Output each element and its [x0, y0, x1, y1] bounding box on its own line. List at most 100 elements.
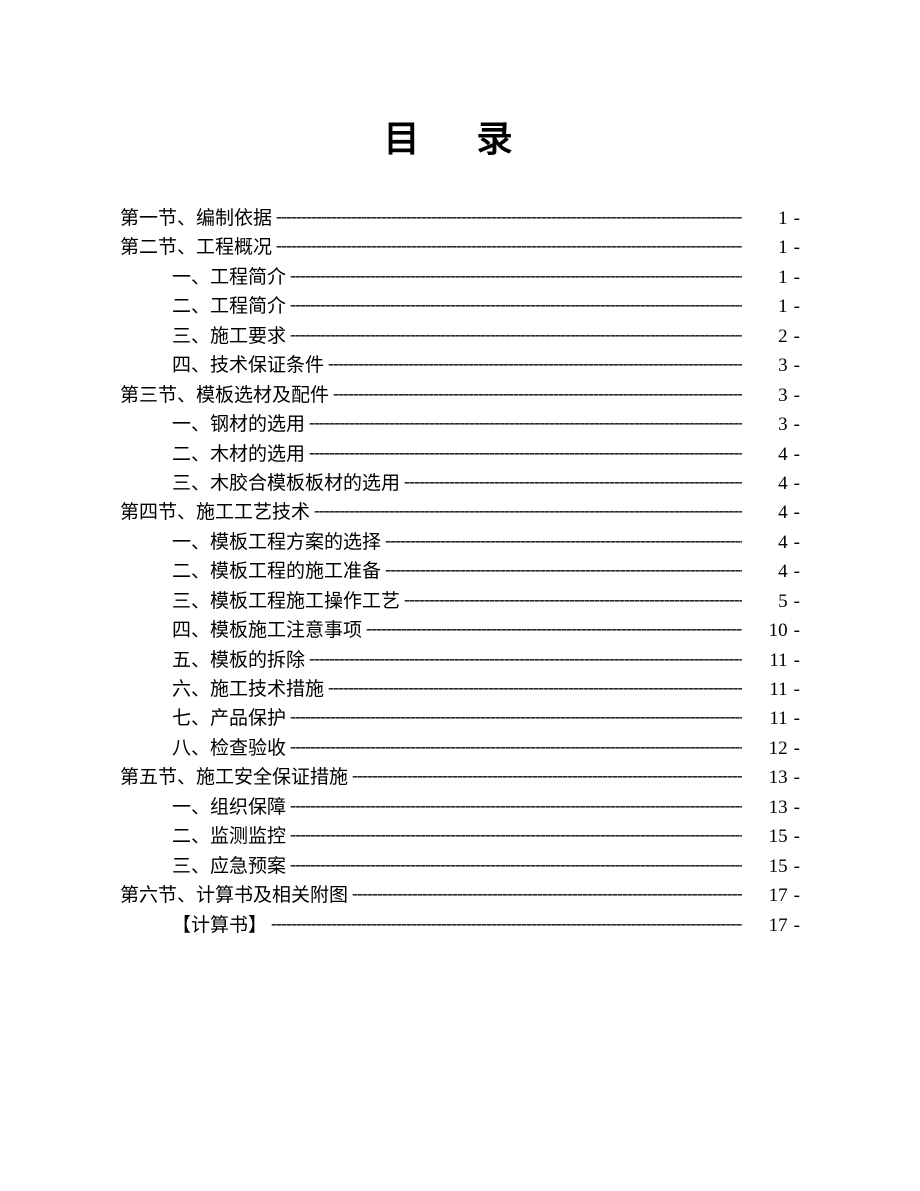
toc-entry-page: 2 [742, 322, 788, 351]
toc-entry: 一、组织保障13- [120, 793, 800, 822]
toc-entry-label: 四、模板施工注意事项 [172, 616, 362, 645]
toc-entry: 三、施工要求 2- [120, 322, 800, 351]
toc-entry-label: 三、模板工程施工操作工艺 [172, 587, 400, 616]
toc-entry-page: 15 [742, 822, 788, 851]
page-title: 目 录 [120, 110, 800, 162]
toc-leader-line [381, 527, 742, 555]
toc-entry-label: 【计算书】 [172, 911, 267, 940]
toc-entry-page: 3 [742, 381, 788, 410]
toc-page-suffix: - [788, 292, 800, 321]
toc-page-suffix: - [788, 351, 800, 380]
toc-entry: 第六节、计算书及相关附图17- [120, 881, 800, 910]
toc-entry: 【计算书】 17- [120, 911, 800, 940]
toc-page-suffix: - [788, 763, 800, 792]
toc-leader-line [305, 645, 742, 673]
toc-leader-line [272, 232, 742, 260]
toc-leader-line [400, 586, 742, 614]
toc-page-suffix: - [788, 469, 800, 498]
toc-entry: 一、模板工程方案的选择 4- [120, 528, 800, 557]
toc-entry-page: 17 [742, 881, 788, 910]
toc-entry-label: 一、组织保障 [172, 793, 286, 822]
toc-leader-line [286, 851, 742, 879]
toc-page-suffix: - [788, 557, 800, 586]
toc-entry-label: 一、钢材的选用 [172, 410, 305, 439]
toc-leader-line [324, 674, 742, 702]
toc-entry-page: 4 [742, 528, 788, 557]
toc-page-suffix: - [788, 587, 800, 616]
toc-page-suffix: - [788, 822, 800, 851]
toc-entry-label: 第三节、模板选材及配件 [120, 381, 329, 410]
toc-entry-page: 17 [742, 911, 788, 940]
toc-entry: 二、木材的选用 4- [120, 440, 800, 469]
toc-leader-line [348, 880, 742, 908]
toc-entry-page: 13 [742, 763, 788, 792]
toc-leader-line [329, 380, 742, 408]
toc-entry-page: 4 [742, 440, 788, 469]
toc-leader-line [286, 262, 742, 290]
toc-entry-page: 3 [742, 410, 788, 439]
toc-entry: 二、监测监控 15- [120, 822, 800, 851]
table-of-contents: 第一节、编制依据1-第二节、工程概况1-一、工程简介1-二、工程简介1-三、施工… [120, 204, 800, 940]
toc-page-suffix: - [788, 440, 800, 469]
toc-leader-line [400, 468, 742, 496]
toc-entry-label: 第六节、计算书及相关附图 [120, 881, 348, 910]
toc-entry-page: 11 [742, 675, 788, 704]
toc-entry: 第一节、编制依据1- [120, 204, 800, 233]
toc-leader-line [286, 821, 742, 849]
toc-leader-line [286, 703, 742, 731]
toc-entry-label: 二、监测监控 [172, 822, 286, 851]
toc-entry-page: 10 [742, 616, 788, 645]
toc-page-suffix: - [788, 616, 800, 645]
toc-entry: 四、模板施工注意事项 10- [120, 616, 800, 645]
toc-entry-label: 二、工程简介 [172, 292, 286, 321]
toc-entry-label: 二、木材的选用 [172, 440, 305, 469]
toc-page-suffix: - [788, 204, 800, 233]
toc-entry-label: 第四节、施工工艺技术 [120, 498, 310, 527]
toc-entry-label: 三、木胶合模板板材的选用 [172, 469, 400, 498]
toc-entry-label: 六、施工技术措施 [172, 675, 324, 704]
toc-page-suffix: - [788, 675, 800, 704]
toc-entry-page: 1 [742, 263, 788, 292]
toc-leader-line [324, 350, 742, 378]
toc-page-suffix: - [788, 233, 800, 262]
toc-leader-line [310, 497, 742, 525]
toc-page-suffix: - [788, 528, 800, 557]
toc-leader-line [362, 615, 742, 643]
toc-entry-label: 一、模板工程方案的选择 [172, 528, 381, 557]
toc-page-suffix: - [788, 704, 800, 733]
toc-entry-label: 五、模板的拆除 [172, 646, 305, 675]
toc-entry-label: 二、模板工程的施工准备 [172, 557, 381, 586]
toc-entry-page: 3 [742, 351, 788, 380]
toc-entry-page: 11 [742, 646, 788, 675]
toc-entry: 四、技术保证条件 3- [120, 351, 800, 380]
toc-entry-page: 1 [742, 204, 788, 233]
toc-entry-label: 七、产品保护 [172, 704, 286, 733]
toc-entry-page: 4 [742, 557, 788, 586]
toc-entry-page: 1 [742, 233, 788, 262]
toc-leader-line [286, 291, 742, 319]
toc-entry-label: 三、应急预案 [172, 852, 286, 881]
toc-page-suffix: - [788, 322, 800, 351]
toc-entry: 一、钢材的选用3- [120, 410, 800, 439]
toc-entry: 第三节、模板选材及配件 3- [120, 381, 800, 410]
toc-entry-page: 13 [742, 793, 788, 822]
toc-leader-line [305, 439, 742, 467]
toc-entry: 七、产品保护 11- [120, 704, 800, 733]
toc-entry-label: 三、施工要求 [172, 322, 286, 351]
toc-entry-label: 第五节、施工安全保证措施 [120, 763, 348, 792]
toc-page-suffix: - [788, 381, 800, 410]
toc-entry: 一、工程简介1- [120, 263, 800, 292]
toc-page-suffix: - [788, 263, 800, 292]
toc-entry: 第五节、施工安全保证措施 13- [120, 763, 800, 792]
toc-leader-line [286, 733, 742, 761]
toc-leader-line [267, 910, 742, 938]
toc-page-suffix: - [788, 498, 800, 527]
toc-entry: 三、木胶合模板板材的选用4- [120, 469, 800, 498]
toc-leader-line [348, 762, 742, 790]
toc-entry-page: 1 [742, 292, 788, 321]
toc-entry-label: 第二节、工程概况 [120, 233, 272, 262]
toc-entry-label: 四、技术保证条件 [172, 351, 324, 380]
toc-page-suffix: - [788, 911, 800, 940]
toc-entry: 二、工程简介 1- [120, 292, 800, 321]
toc-entry-page: 11 [742, 704, 788, 733]
